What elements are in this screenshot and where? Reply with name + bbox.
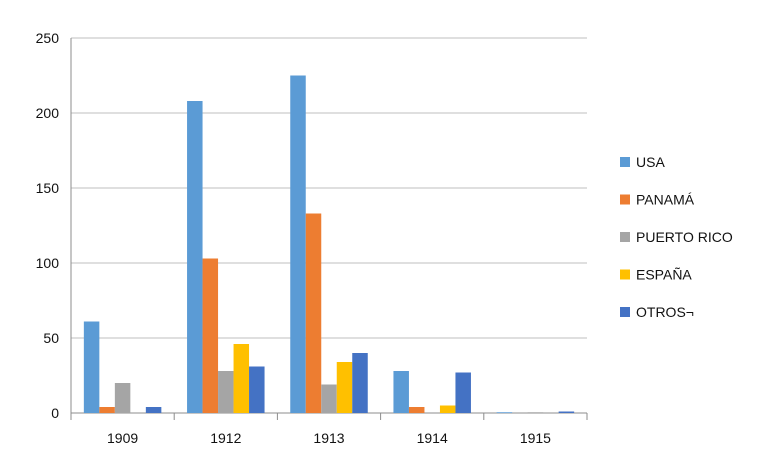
x-axis-ticks: 1909 1912 1913 1914 1915 bbox=[70, 413, 588, 446]
bar-1913-espa-a bbox=[336, 362, 353, 413]
legend-label: ESPAÑA bbox=[636, 267, 692, 283]
bar-1914-panam- bbox=[408, 407, 425, 413]
bar-1915-puerto-rico bbox=[527, 412, 544, 414]
bar-1909-puerto-rico bbox=[114, 383, 131, 413]
bar-1913-puerto-rico bbox=[321, 384, 337, 413]
legend: USA PANAMÁ PUERTO RICO ESPAÑA OTROS¬ bbox=[620, 154, 733, 320]
legend-swatch bbox=[620, 157, 630, 167]
bar-1909-usa bbox=[83, 321, 100, 413]
bar-1914-otros- bbox=[455, 372, 471, 413]
legend-swatch bbox=[620, 307, 630, 317]
x-tick-label: 1909 bbox=[107, 430, 138, 446]
gridlines bbox=[70, 37, 587, 414]
bar-1914-usa bbox=[393, 371, 409, 413]
bar-1912-puerto-rico bbox=[218, 371, 234, 413]
legend-swatch bbox=[620, 194, 630, 205]
bar-1915-otros- bbox=[558, 411, 575, 413]
bar-1909-panam- bbox=[99, 407, 115, 413]
bar-1913-usa bbox=[290, 75, 306, 413]
legend-label: OTROS¬ bbox=[636, 304, 694, 320]
x-tick-label: 1912 bbox=[210, 430, 241, 446]
bar-1914-espa-a bbox=[439, 405, 456, 413]
bar-1909-otros- bbox=[145, 407, 162, 413]
bar-1913-otros- bbox=[352, 353, 368, 413]
y-tick-label: 250 bbox=[36, 30, 60, 46]
bar-1915-usa bbox=[496, 412, 513, 414]
y-tick-label: 200 bbox=[36, 105, 60, 121]
bar-1912-usa bbox=[187, 101, 203, 413]
legend-swatch bbox=[620, 269, 630, 280]
y-axis-ticks: 0 50 100 150 200 250 bbox=[36, 30, 60, 421]
x-tick-label: 1915 bbox=[520, 430, 551, 446]
bar-1912-espa-a bbox=[233, 344, 250, 413]
y-tick-label: 50 bbox=[43, 330, 59, 346]
bar-1913-panam- bbox=[305, 213, 322, 413]
y-tick-label: 0 bbox=[51, 405, 59, 421]
legend-label: USA bbox=[636, 154, 665, 170]
bars bbox=[83, 75, 575, 414]
legend-label: PUERTO RICO bbox=[636, 229, 733, 245]
bar-1912-otros- bbox=[249, 366, 265, 413]
x-tick-label: 1913 bbox=[313, 430, 344, 446]
y-tick-label: 150 bbox=[36, 180, 60, 196]
y-tick-label: 100 bbox=[36, 255, 60, 271]
legend-swatch bbox=[620, 232, 630, 242]
bar-1912-panam- bbox=[202, 258, 219, 413]
legend-label: PANAMÁ bbox=[636, 192, 695, 208]
x-tick-label: 1914 bbox=[417, 430, 448, 446]
